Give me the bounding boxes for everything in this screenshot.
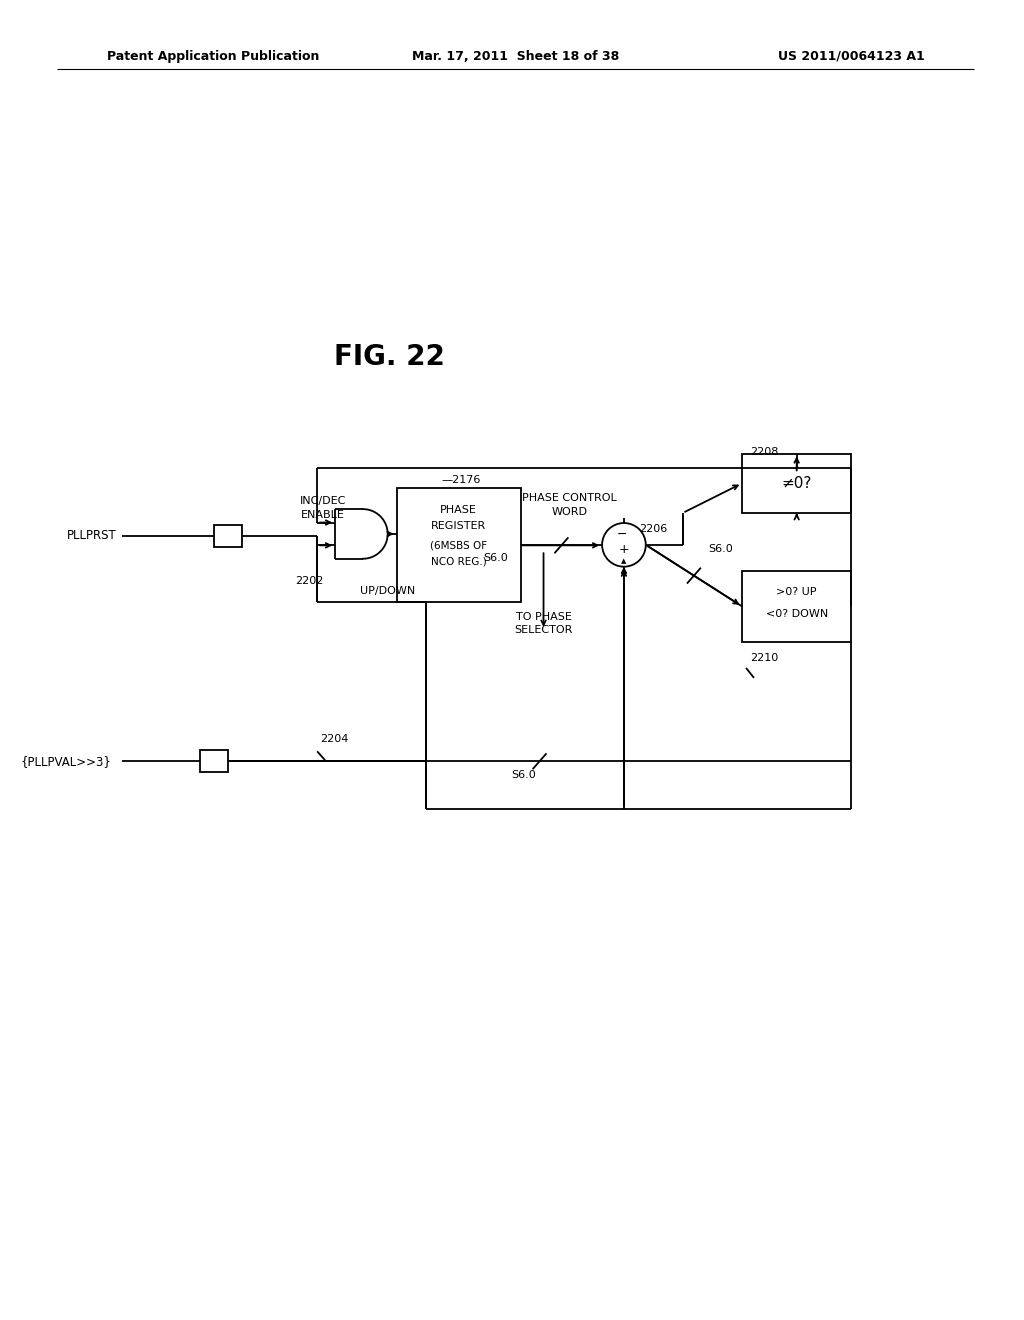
Text: {PLLPVAL>>3}: {PLLPVAL>>3}	[20, 755, 112, 768]
Text: US 2011/0064123 A1: US 2011/0064123 A1	[778, 50, 925, 63]
Text: Mar. 17, 2011  Sheet 18 of 38: Mar. 17, 2011 Sheet 18 of 38	[412, 50, 620, 63]
Text: ENABLE: ENABLE	[301, 510, 345, 520]
Text: +: +	[618, 544, 630, 556]
Text: —2176: —2176	[441, 475, 480, 486]
Bar	[214, 525, 242, 546]
Text: S6.0: S6.0	[511, 770, 536, 780]
Bar	[742, 570, 851, 642]
Text: REGISTER: REGISTER	[431, 521, 486, 531]
Text: WORD: WORD	[551, 507, 588, 517]
Text: S6.0: S6.0	[483, 553, 508, 562]
Text: PHASE: PHASE	[440, 506, 477, 515]
Text: >0? UP: >0? UP	[776, 587, 817, 598]
Text: Patent Application Publication: Patent Application Publication	[106, 50, 319, 63]
Bar	[200, 750, 228, 772]
Text: FIG. 22: FIG. 22	[334, 343, 445, 371]
Text: PHASE CONTROL: PHASE CONTROL	[522, 494, 616, 503]
Text: S6.0: S6.0	[709, 544, 733, 554]
Text: 2204: 2204	[321, 734, 348, 744]
Text: INC/DEC: INC/DEC	[300, 496, 346, 506]
Text: 2202: 2202	[295, 576, 324, 586]
Text: UP/DOWN: UP/DOWN	[359, 586, 415, 595]
Bar	[742, 454, 851, 513]
Text: <0? DOWN: <0? DOWN	[766, 610, 827, 619]
Text: 2206: 2206	[639, 524, 667, 535]
Text: NCO REG.): NCO REG.)	[431, 557, 486, 566]
Text: TO PHASE: TO PHASE	[516, 612, 571, 622]
Bar	[396, 488, 520, 602]
Text: ≠0?: ≠0?	[781, 475, 812, 491]
Text: (6MSBS OF: (6MSBS OF	[430, 541, 487, 550]
Text: ▲: ▲	[622, 558, 627, 564]
Text: PLLPRST: PLLPRST	[67, 529, 117, 543]
Text: 2208: 2208	[750, 446, 778, 457]
Text: 2210: 2210	[750, 653, 778, 663]
Text: −: −	[616, 528, 628, 541]
Text: SELECTOR: SELECTOR	[514, 626, 572, 635]
